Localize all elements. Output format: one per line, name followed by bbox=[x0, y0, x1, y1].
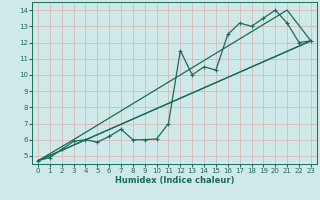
X-axis label: Humidex (Indice chaleur): Humidex (Indice chaleur) bbox=[115, 176, 234, 185]
